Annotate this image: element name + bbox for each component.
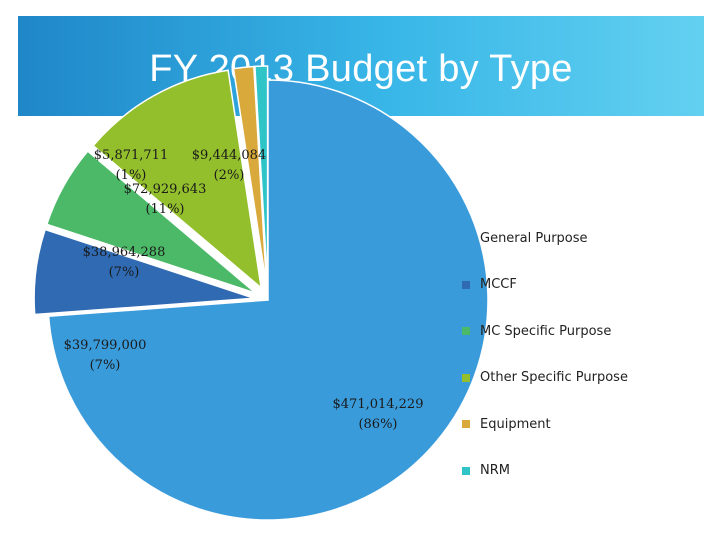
legend-swatch xyxy=(462,420,470,428)
legend-swatch xyxy=(462,327,470,335)
legend-swatch xyxy=(462,234,470,242)
legend-label: MCCF xyxy=(480,277,517,292)
legend-item-nrm: NRM xyxy=(462,461,712,481)
legend-swatch xyxy=(462,373,470,382)
data-label-other-specific-purpose: $72,929,643 (11%) xyxy=(100,180,230,220)
data-label-mccf: $39,799,000 (7%) xyxy=(50,336,160,376)
slice-nrm xyxy=(254,65,269,287)
label-percent: (7%) xyxy=(89,358,121,373)
label-percent: (2%) xyxy=(213,168,245,183)
label-amount: $471,014,229 xyxy=(332,397,424,412)
slice-other-specific-purpose xyxy=(92,69,263,290)
legend-swatch xyxy=(462,280,470,289)
label-percent: (86%) xyxy=(358,417,398,432)
label-percent: (1%) xyxy=(115,168,147,183)
slice-mc-specific-purpose xyxy=(45,150,257,294)
data-label-equipment: $9,444,084 (2%) xyxy=(174,146,284,186)
label-percent: (7%) xyxy=(108,265,140,280)
legend-label: NRM xyxy=(480,463,510,478)
label-amount: $38,964,288 xyxy=(82,245,166,260)
slice-mccf xyxy=(33,228,255,316)
chart-legend: General Purpose MCCF MC Specific Purpose… xyxy=(462,228,712,507)
legend-label: Equipment xyxy=(480,416,551,432)
data-label-nrm: $5,871,711 (1%) xyxy=(56,146,206,186)
legend-item-mccf: MCCF xyxy=(462,275,712,295)
legend-item-mc-specific-purpose: MC Specific Purpose xyxy=(462,321,712,341)
legend-item-general-purpose: General Purpose xyxy=(462,228,712,248)
slice-equipment xyxy=(232,65,268,287)
data-label-general-purpose: $471,014,229 (86%) xyxy=(318,395,438,435)
slice-general-purpose xyxy=(47,79,489,521)
label-amount: $9,444,084 xyxy=(191,148,267,163)
legend-item-other-specific-purpose: Other Specific Purpose xyxy=(462,368,712,388)
label-amount: $72,929,643 xyxy=(123,182,207,197)
legend-label: MC Specific Purpose xyxy=(480,323,612,339)
label-amount: $5,871,711 xyxy=(93,148,169,163)
legend-item-equipment: Equipment xyxy=(462,414,712,434)
legend-label: General Purpose xyxy=(480,230,588,246)
legend-label: Other Specific Purpose xyxy=(480,370,628,385)
data-label-mc-specific-purpose: $38,964,288 (7%) xyxy=(64,243,184,283)
label-percent: (11%) xyxy=(145,202,185,217)
legend-swatch xyxy=(462,466,470,475)
label-amount: $39,799,000 xyxy=(63,338,147,353)
